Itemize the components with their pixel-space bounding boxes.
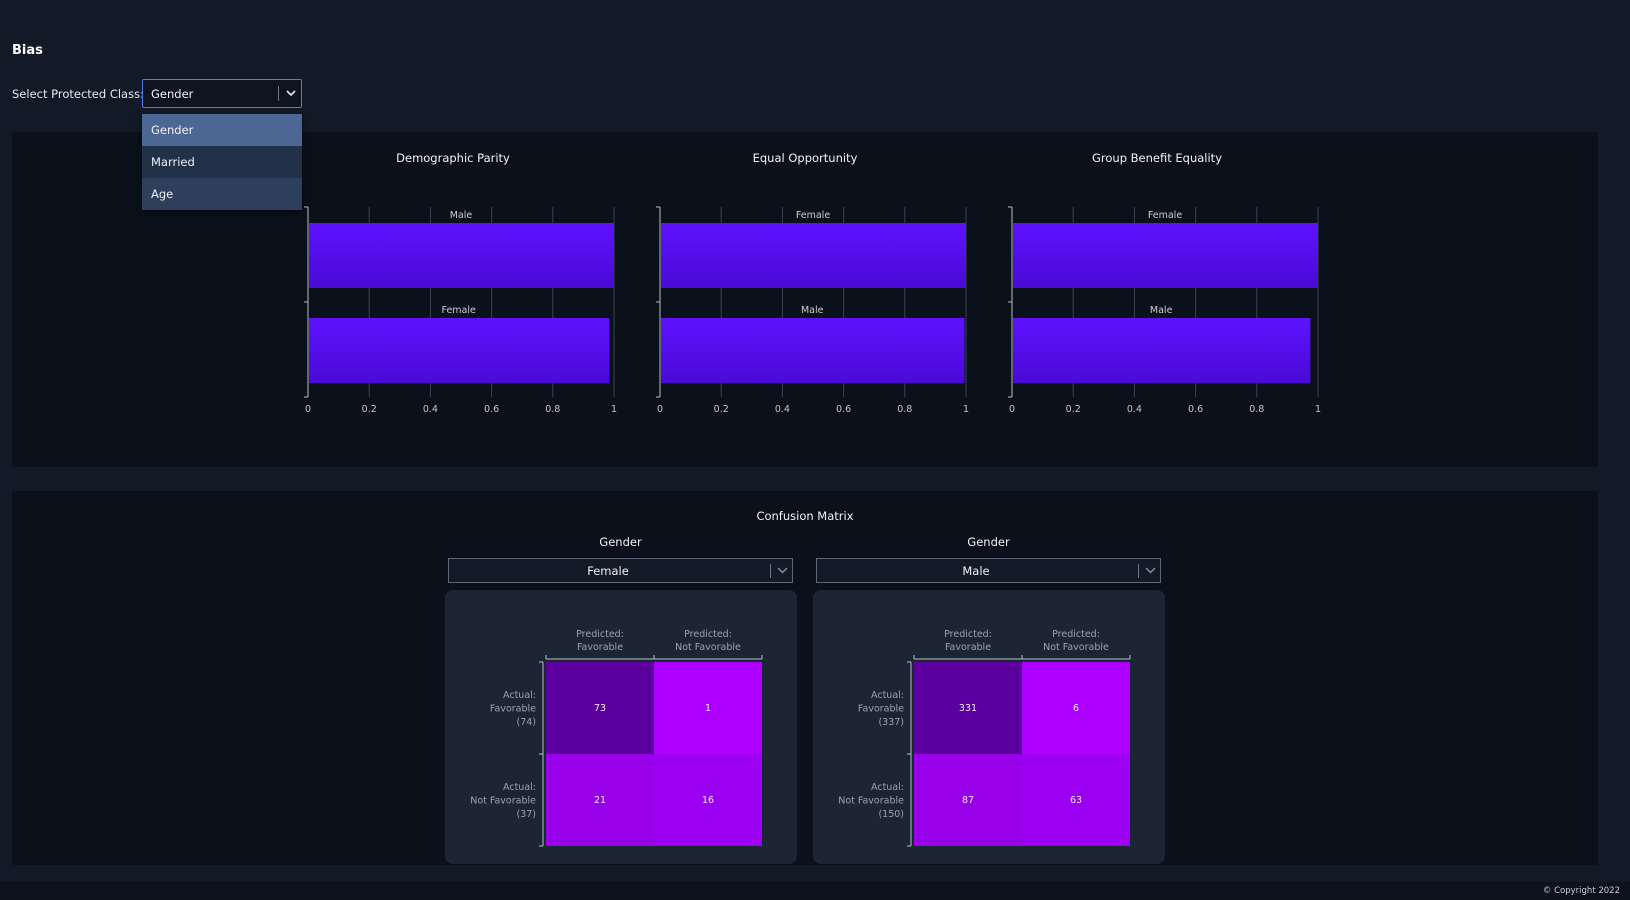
cm-heatmap-female: Predicted: Favorable Predicted: Not Favorab… <box>470 629 763 847</box>
cm-cell-value: 6 <box>1073 703 1079 714</box>
dropdown-option-age[interactable]: Age <box>142 178 302 210</box>
x-tick-label: 1 <box>963 404 969 415</box>
cm-row-label: Actual: Favorable (74) <box>490 690 536 728</box>
x-tick-label: 1 <box>1315 404 1321 415</box>
cm-group-select-right[interactable]: Male <box>816 558 1161 583</box>
protected-class-dropdown-menu: Gender Married Age <box>142 114 302 210</box>
x-tick-label: 0.2 <box>714 404 729 415</box>
x-tick-label: 0.8 <box>545 404 560 415</box>
bar-female <box>661 223 966 288</box>
cm-select-value-male: Male <box>962 564 990 578</box>
cm-cell-value: 331 <box>959 703 977 714</box>
bar-female <box>309 318 610 383</box>
x-tick-label: 0.4 <box>775 404 790 415</box>
select-separator <box>278 86 279 101</box>
cm-column-label: Predicted: Favorable <box>944 629 992 653</box>
cm-cell <box>654 754 762 846</box>
cm-heatmap-male: Predicted: Favorable Predicted: Not Favorab… <box>838 629 1131 847</box>
bar-male <box>309 223 614 288</box>
chart-group-benefit-equality: 0 0.2 0.4 0.6 0.8 1 Female Male <box>1008 206 1321 415</box>
cm-row-label: Actual: Not Favorable (150) <box>838 782 904 820</box>
protected-class-select-value: Gender <box>151 87 194 101</box>
chart-equal-opportunity: 0 0.2 0.4 0.6 0.8 1 Female Male <box>656 206 969 415</box>
cm-row-label: Actual: Not Favorable (37) <box>470 782 536 820</box>
cm-group-title-right: Gender <box>967 535 1010 549</box>
select-separator <box>1138 564 1139 578</box>
cm-column-label: Predicted: Favorable <box>576 629 624 653</box>
page-title: Bias <box>12 43 43 58</box>
cm-column-label: Predicted: Not Favorable <box>1043 629 1109 653</box>
cm-column-label: Predicted: Not Favorable <box>675 629 741 653</box>
cm-cell <box>546 754 654 846</box>
cm-cell <box>1022 662 1130 754</box>
dropdown-option-gender[interactable]: Gender <box>142 114 302 146</box>
confusion-matrix-panel <box>12 491 1598 865</box>
x-tick-label: 0.8 <box>1249 404 1264 415</box>
cm-cell <box>914 754 1022 846</box>
x-tick-label: 0.8 <box>897 404 912 415</box>
cm-cell-value: 63 <box>1070 795 1082 806</box>
x-tick-label: 0 <box>305 404 311 415</box>
bar-label-male: Male <box>801 305 824 316</box>
bar-male <box>661 318 965 383</box>
chevron-down-icon[interactable] <box>776 563 789 578</box>
chart-title-equal-opportunity: Equal Opportunity <box>752 151 858 165</box>
bar-label-female: Female <box>1148 210 1183 221</box>
x-tick-label: 0.2 <box>362 404 377 415</box>
cm-select-value-female: Female <box>587 564 629 578</box>
dropdown-option-married[interactable]: Married <box>142 146 302 178</box>
x-tick-label: 0.2 <box>1066 404 1081 415</box>
chart-demographic-parity: 0 0.2 0.4 0.6 0.8 1 Male Female <box>304 206 617 415</box>
protected-class-label: Select Protected Class: <box>12 87 144 101</box>
x-tick-label: 0 <box>1009 404 1015 415</box>
bar-label-female: Female <box>796 210 831 221</box>
protected-class-select[interactable]: Gender <box>142 79 302 108</box>
cm-cell-value: 16 <box>702 795 714 806</box>
chevron-down-icon[interactable] <box>1144 563 1157 578</box>
bar-male <box>1013 318 1311 383</box>
cm-cell <box>1022 754 1130 846</box>
bar-female <box>1013 223 1318 288</box>
cm-group-title-left: Gender <box>599 535 642 549</box>
cm-cell <box>654 662 762 754</box>
x-tick-label: 0.6 <box>484 404 499 415</box>
select-separator <box>770 564 771 578</box>
cm-cell-value: 21 <box>594 795 606 806</box>
bar-label-male: Male <box>1150 305 1173 316</box>
cm-cell <box>546 662 654 754</box>
bar-label-male: Male <box>450 210 473 221</box>
x-tick-label: 1 <box>611 404 617 415</box>
x-tick-label: 0.4 <box>423 404 438 415</box>
x-tick-label: 0.6 <box>836 404 851 415</box>
chevron-down-icon[interactable] <box>284 85 298 101</box>
cm-cell-value: 87 <box>962 795 974 806</box>
cm-cell-value: 73 <box>594 703 606 714</box>
x-tick-label: 0.6 <box>1188 404 1203 415</box>
cm-cell <box>914 662 1022 754</box>
chart-title-group-benefit-equality: Group Benefit Equality <box>1091 151 1222 165</box>
cm-group-select-left[interactable]: Female <box>448 558 793 583</box>
bar-label-female: Female <box>442 305 477 316</box>
cm-cell-value: 1 <box>705 703 711 714</box>
cm-row-label: Actual: Favorable (337) <box>858 690 904 728</box>
confusion-matrix-title: Confusion Matrix <box>756 509 854 523</box>
x-tick-label: 0 <box>657 404 663 415</box>
footer <box>0 882 1630 900</box>
x-tick-label: 0.4 <box>1127 404 1142 415</box>
chart-title-demographic-parity: Demographic Parity <box>396 151 510 165</box>
copyright-text: © Copyright 2022 <box>1542 886 1620 896</box>
